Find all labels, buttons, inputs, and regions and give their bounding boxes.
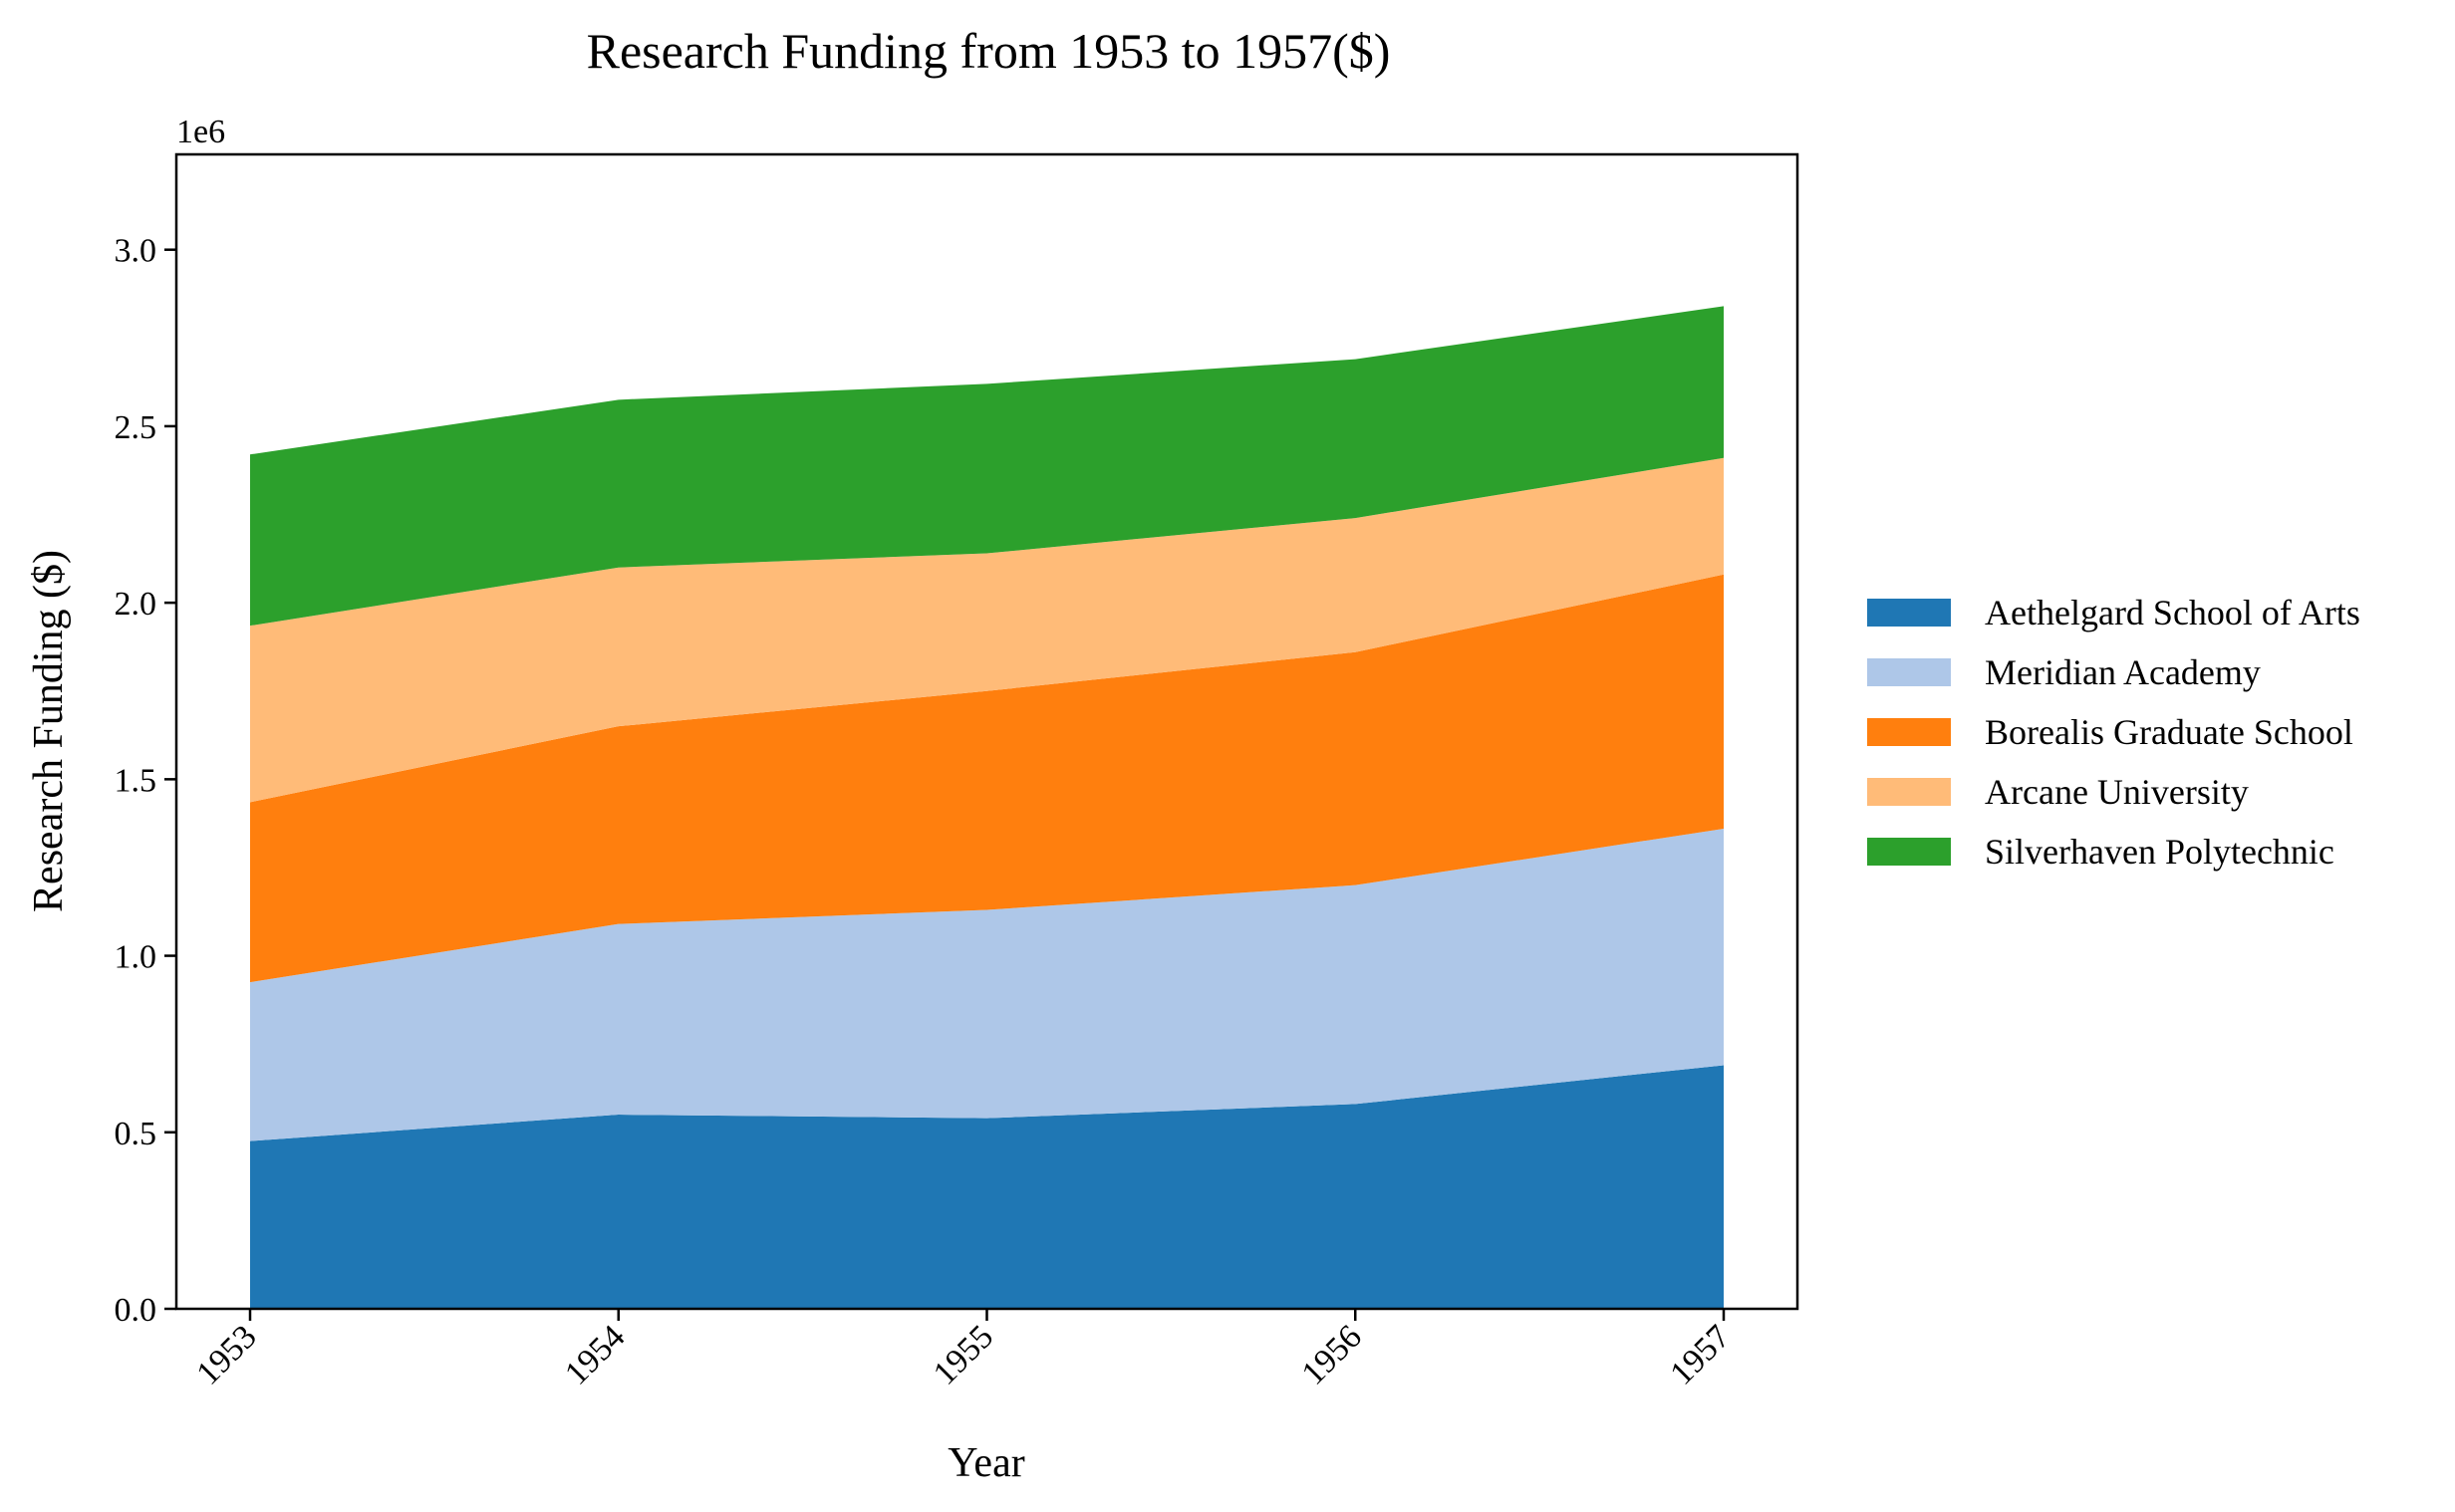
x-axis-label: Year (948, 1440, 1024, 1486)
legend-swatch (1867, 658, 1951, 686)
legend-label: Meridian Academy (1985, 652, 2261, 692)
y-axis-label: Research Funding ($) (26, 550, 72, 912)
y-tick-label: 2.0 (115, 586, 157, 623)
x-axis: 1953 1954 1955 1956 1957 (189, 1309, 1738, 1392)
legend-swatch (1867, 599, 1951, 627)
x-tick-label: 1957 (1663, 1318, 1737, 1391)
area-series-2 (250, 574, 1724, 983)
y-offset-label: 1e6 (176, 114, 225, 150)
legend-label: Arcane University (1985, 772, 2249, 812)
y-tick-label: 0.5 (115, 1116, 157, 1152)
x-tick-label: 1955 (927, 1318, 1000, 1391)
x-tick-label: 1956 (1295, 1318, 1369, 1391)
y-axis: 0.0 0.5 1.0 1.5 2.0 2.5 3.0 (115, 233, 176, 1329)
legend-swatch (1867, 778, 1951, 806)
area-series-0 (250, 1065, 1724, 1309)
y-tick-label: 1.0 (115, 939, 157, 976)
y-tick-label: 0.0 (115, 1292, 157, 1329)
area-series-3 (250, 457, 1724, 803)
legend-swatch (1867, 838, 1951, 866)
legend-swatch (1867, 718, 1951, 746)
legend-label: Aethelgard School of Arts (1985, 593, 2360, 632)
legend-label: Borealis Graduate School (1985, 712, 2353, 752)
area-series-group (250, 306, 1724, 1309)
x-tick-label: 1953 (189, 1318, 263, 1391)
legend: Aethelgard School of Arts Meridian Academ… (1867, 593, 2360, 872)
x-tick-label: 1954 (558, 1318, 632, 1391)
y-tick-label: 2.5 (115, 409, 157, 446)
y-tick-label: 1.5 (115, 762, 157, 799)
legend-label: Silverhaven Polytechnic (1985, 832, 2334, 872)
area-series-1 (250, 828, 1724, 1141)
area-series-4 (250, 306, 1724, 627)
chart-title: Research Funding from 1953 to 1957($) (587, 23, 1391, 79)
y-tick-label: 3.0 (115, 233, 157, 270)
